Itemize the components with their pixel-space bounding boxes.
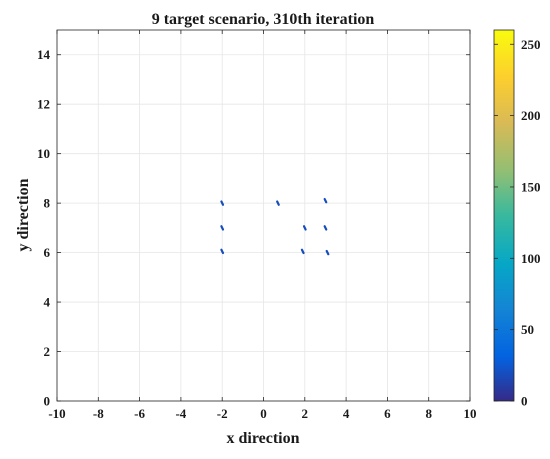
x-tick-label: -4 (175, 406, 186, 421)
y-tick-label: 4 (44, 295, 51, 310)
colorbar-ticks: 0 50 100 150 200 250 (494, 37, 541, 409)
x-tick-label: -6 (134, 406, 145, 421)
data-point (276, 200, 280, 206)
y-tick-label: 8 (44, 196, 51, 211)
data-points (220, 197, 330, 256)
x-tick-label: 2 (302, 406, 309, 421)
colorbar-tick-label: 250 (521, 37, 541, 52)
x-tick-label: 8 (425, 406, 432, 421)
x-tick-label: 4 (343, 406, 350, 421)
y-tick-label: 0 (44, 394, 51, 409)
x-tick-label: 0 (260, 406, 267, 421)
x-tick-label: -2 (217, 406, 228, 421)
chart-title: 9 target scenario, 310th iteration (152, 11, 375, 28)
colorbar-tick-label: 200 (521, 108, 541, 123)
y-tick-label: 14 (37, 47, 51, 62)
data-point (325, 249, 330, 256)
colorbar (493, 29, 515, 402)
x-tick-label: 6 (384, 406, 391, 421)
y-tick-label: 10 (37, 146, 50, 161)
y-tick-label: 2 (44, 344, 51, 359)
x-tick-label: 10 (464, 406, 477, 421)
colorbar-tick-label: 50 (521, 322, 534, 337)
x-tick-label: -10 (48, 406, 65, 421)
x-tick-label: -8 (93, 406, 104, 421)
data-point (220, 248, 225, 255)
colorbar-tick-label: 0 (521, 394, 528, 409)
y-axis-label: y direction (15, 178, 32, 251)
data-point (302, 225, 307, 231)
axis-ticks: -10 -8 -6 -4 -2 0 2 4 6 8 10 0 2 4 6 8 10 12 14 (37, 30, 477, 421)
data-point (220, 200, 225, 206)
colorbar-tick-label: 150 (521, 179, 541, 194)
y-tick-label: 12 (37, 97, 50, 112)
data-point (300, 248, 305, 255)
data-point (220, 225, 225, 231)
colorbar-tick-label: 100 (521, 251, 541, 266)
x-axis-label: x direction (226, 430, 299, 447)
data-point (323, 197, 328, 204)
data-point (323, 225, 328, 231)
y-tick-label: 6 (44, 245, 51, 260)
